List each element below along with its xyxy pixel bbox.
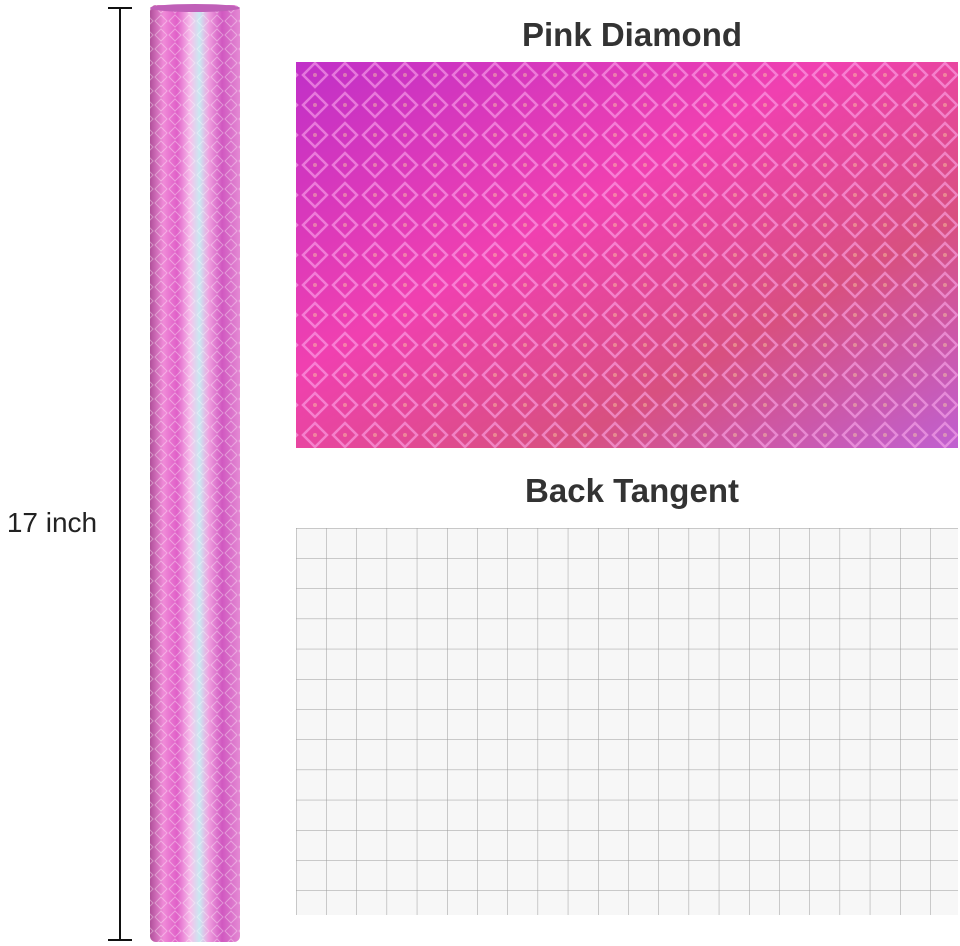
back-swatch bbox=[296, 528, 958, 915]
front-title: Pink Diamond bbox=[522, 16, 742, 53]
height-label: 17 inch bbox=[7, 507, 97, 538]
back-title: Back Tangent bbox=[525, 472, 739, 509]
vinyl-roll bbox=[150, 4, 240, 942]
dimension-line bbox=[108, 7, 132, 941]
front-swatch bbox=[296, 62, 958, 448]
